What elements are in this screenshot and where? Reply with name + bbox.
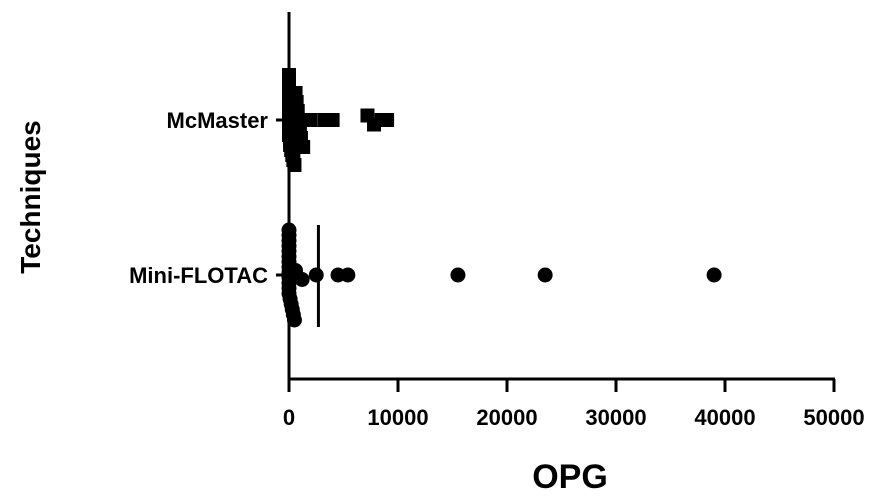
- x-axis-ticks: 0 10000 20000 30000 40000 50000: [283, 379, 865, 430]
- data-point-mini-flotac: [340, 267, 356, 283]
- data-point-mini-flotac: [450, 267, 466, 283]
- data-point-mcmaster: [303, 113, 318, 127]
- data-point-mini-flotac: [294, 272, 310, 287]
- data-point-mcmaster: [296, 140, 311, 154]
- data-point-mini-flotac: [706, 267, 722, 283]
- data-point-mini-flotac: [537, 267, 553, 283]
- y-axis-ticks: McMaster Mini-FLOTAC: [129, 108, 289, 288]
- y-axis-title: Techniques: [15, 120, 46, 274]
- x-tick-label: 10000: [367, 405, 428, 430]
- mean-lines-layer: [290, 70, 320, 327]
- x-tick-label: 0: [283, 405, 295, 430]
- y-tick-label: McMaster: [167, 108, 269, 133]
- data-point-mini-flotac: [286, 312, 302, 328]
- data-points-layer: [281, 68, 722, 328]
- y-tick-label: Mini-FLOTAC: [129, 263, 268, 288]
- data-point-mini-flotac: [308, 267, 324, 283]
- x-tick-label: 50000: [803, 405, 864, 430]
- x-tick-label: 40000: [694, 405, 755, 430]
- data-point-mcmaster: [380, 113, 395, 127]
- data-point-mcmaster: [325, 113, 340, 127]
- x-axis-title: OPG: [532, 458, 608, 496]
- x-tick-label: 20000: [476, 405, 537, 430]
- x-tick-label: 30000: [585, 405, 646, 430]
